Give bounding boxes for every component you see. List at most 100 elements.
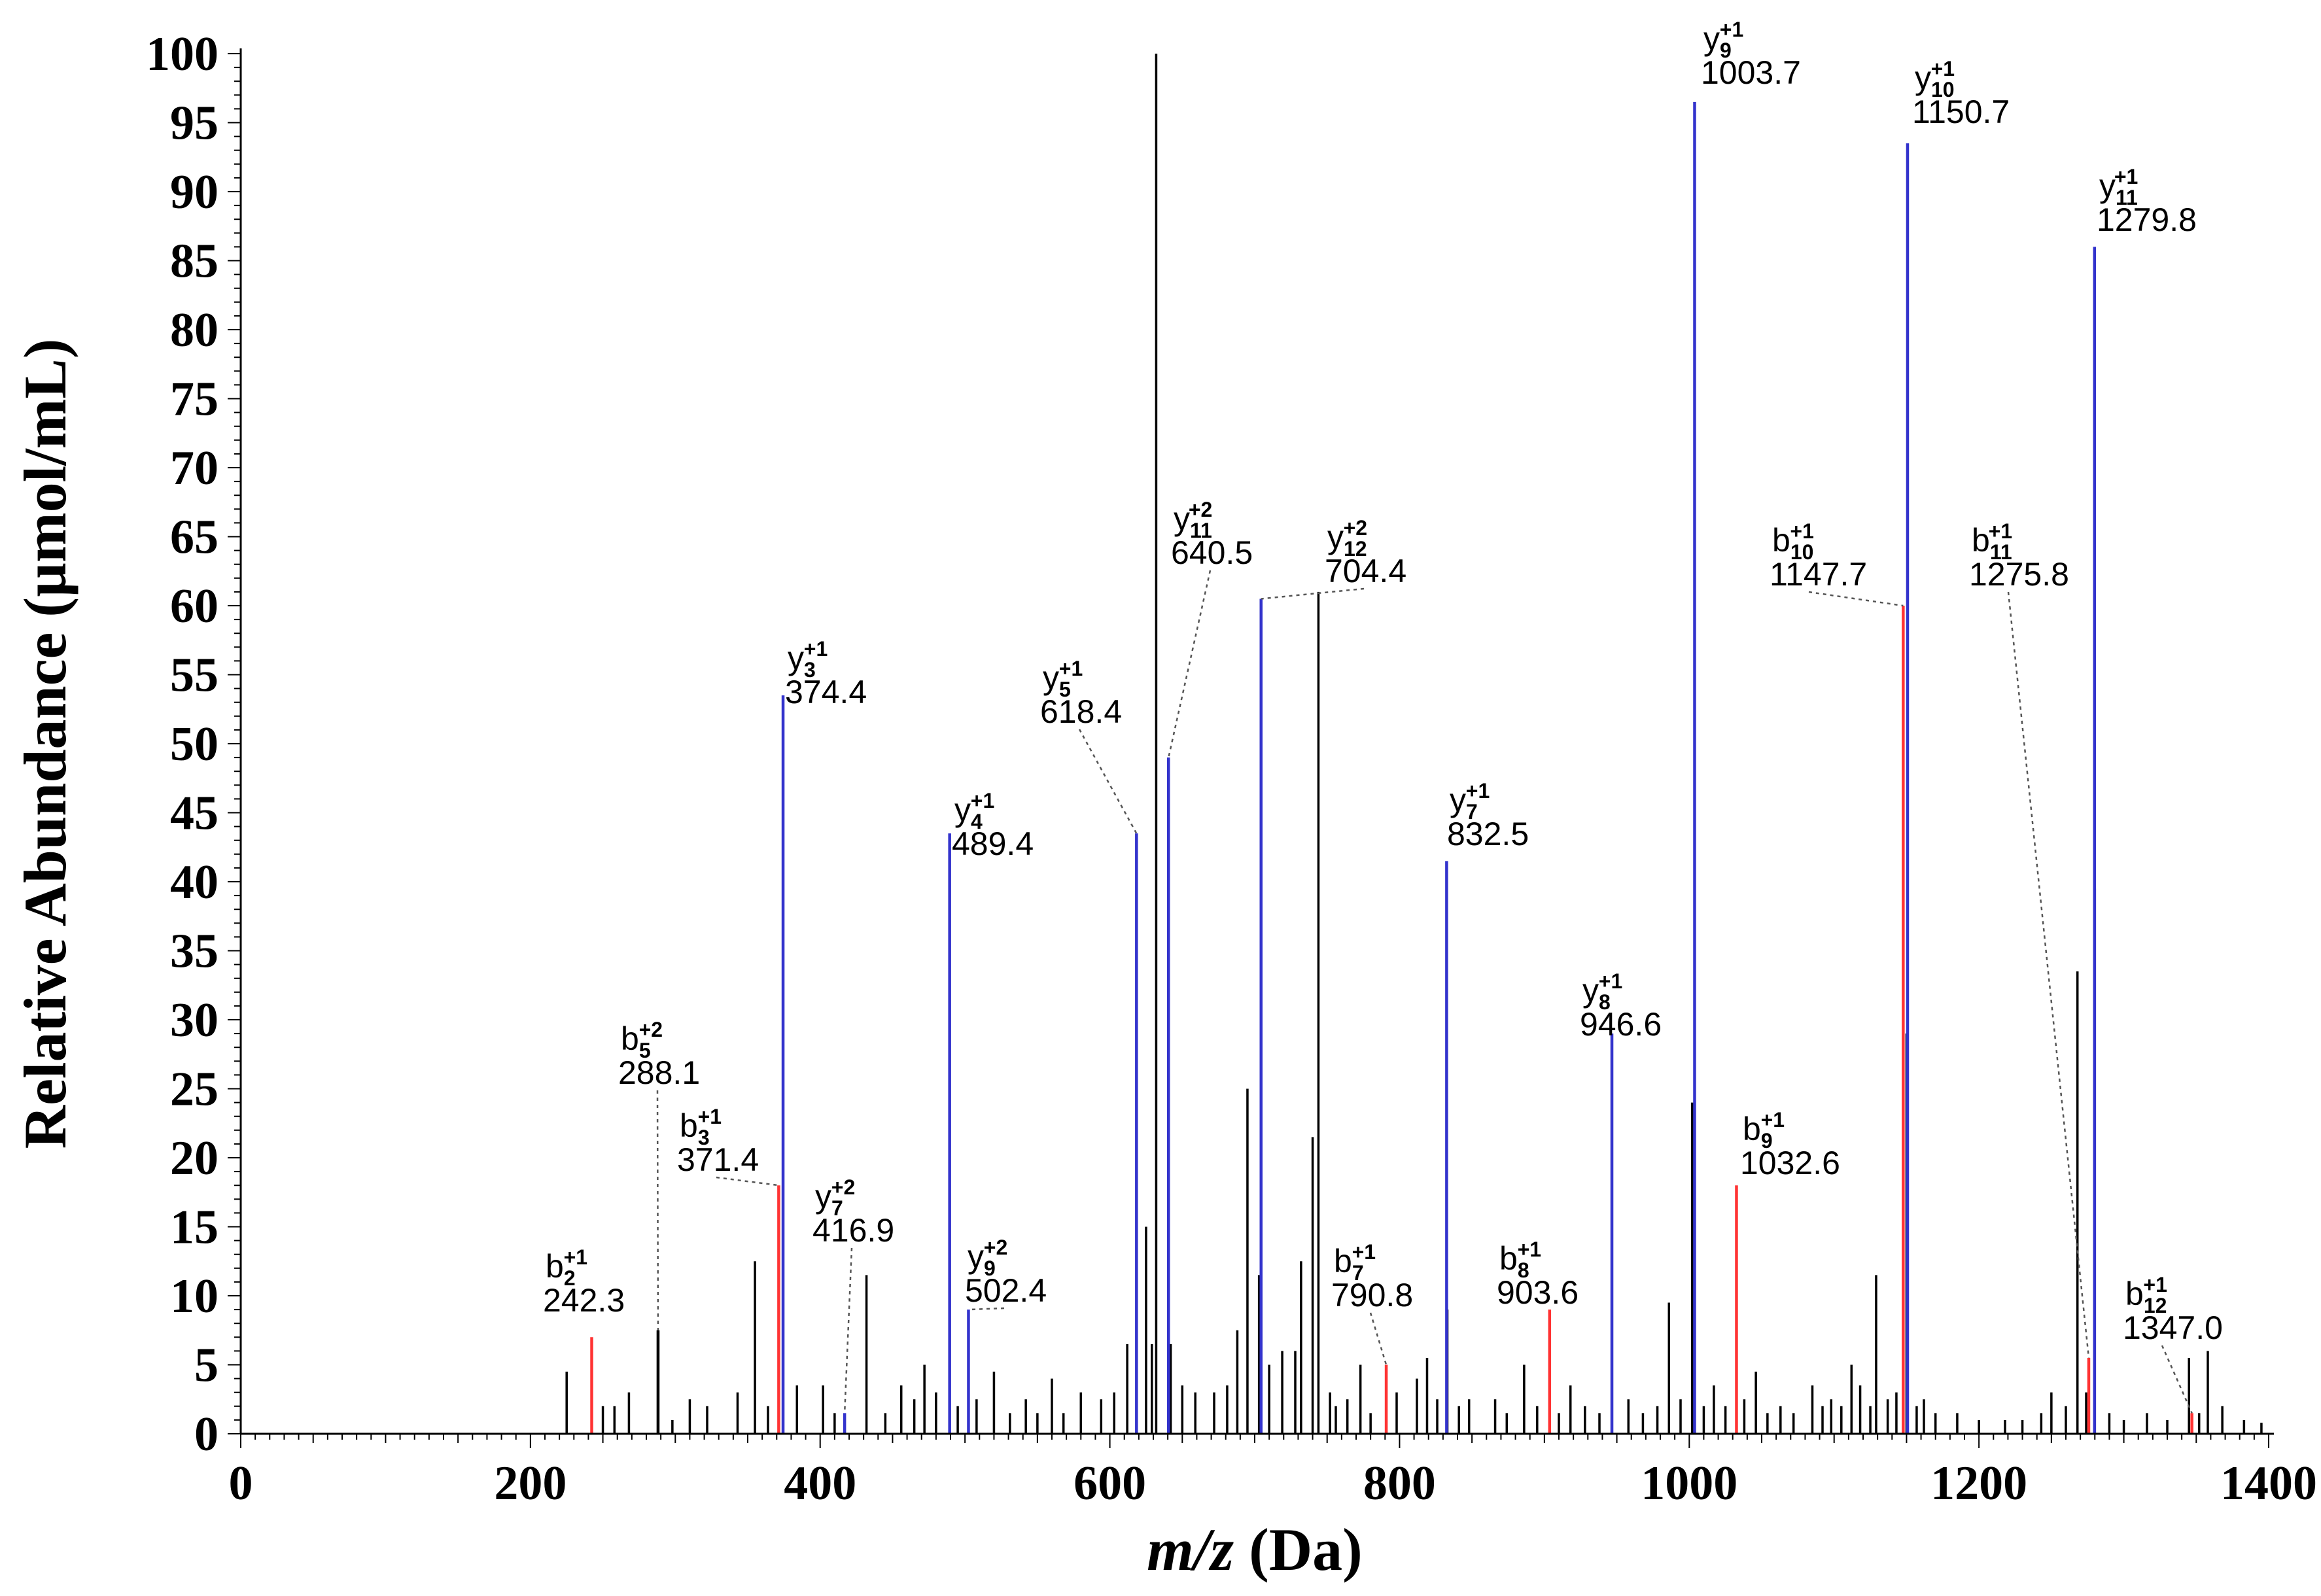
ion-mz-value: 371.4 [677, 1141, 759, 1178]
annotated-peaks [590, 101, 2193, 1434]
ion-name: b2+1 [546, 1245, 587, 1290]
ion-name: y9+1 [1703, 18, 1743, 62]
y-tick-label: 100 [146, 27, 218, 81]
x-axis-title-italic: m/z [1147, 1516, 1234, 1583]
ion-name: b9+1 [1743, 1108, 1785, 1153]
ion-name: b12+1 [2125, 1273, 2167, 1317]
y-tick-label: 40 [170, 856, 218, 909]
ion-mz-value: 790.8 [1331, 1277, 1413, 1313]
leader-line [968, 1307, 1005, 1311]
y-tick-label: 30 [170, 994, 218, 1047]
y-tick-label: 60 [170, 580, 218, 633]
y-tick-label: 45 [170, 787, 218, 841]
leader-line [2161, 1345, 2193, 1414]
x-tick-label: 200 [494, 1457, 567, 1510]
x-tick-label: 1200 [1930, 1457, 2027, 1510]
leader-line [656, 1090, 659, 1330]
y-tick-label: 55 [170, 649, 218, 703]
y-tick-label: 35 [170, 925, 218, 979]
x-tick-label: 400 [784, 1457, 856, 1510]
y-tick-label: 75 [170, 373, 218, 426]
ion-name: b8+1 [1499, 1238, 1541, 1282]
y-tick-label: 10 [170, 1270, 218, 1323]
ion-mz-value: 903.6 [1497, 1274, 1579, 1311]
ion-name: b3+1 [680, 1105, 722, 1149]
y-tick-label: 50 [170, 718, 218, 771]
leader-line [716, 1176, 779, 1187]
ion-name: y11+1 [2099, 165, 2138, 209]
leader-line [1369, 1312, 1387, 1365]
y-tick-label: 70 [170, 442, 218, 495]
label-leader-lines [656, 570, 2193, 1414]
ion-name: y7+1 [1450, 779, 1490, 824]
ion-name: y12+2 [1327, 516, 1367, 561]
x-axis-ticks: 0 200 400 600 800 1000 1200 1400 [229, 1434, 2317, 1510]
y-axis-title: Relative Abundance (µmol/mL) [12, 339, 79, 1149]
leader-line [1168, 570, 1212, 758]
ion-name: y11+2 [1174, 498, 1212, 542]
x-tick-label: 1400 [2220, 1457, 2317, 1510]
y-tick-label: 20 [170, 1132, 218, 1185]
ion-mz-value: 1347.0 [2123, 1310, 2223, 1346]
y-tick-label: 0 [194, 1408, 218, 1461]
y-tick-label: 15 [170, 1201, 218, 1255]
leader-line [1808, 591, 1904, 607]
ion-name: b5+2 [621, 1018, 663, 1062]
ion-mz-value: 704.4 [1325, 553, 1406, 589]
y-tick-label: 90 [170, 165, 218, 219]
y-tick-label: 65 [170, 511, 218, 564]
y-axis-ticks: 0 5 10 15 20 25 30 35 40 45 50 55 60 65 70 75 80 85 90 95 10… [146, 27, 241, 1461]
ion-mz-value: 416.9 [812, 1212, 894, 1249]
leader-line [2007, 591, 2090, 1359]
y-tick-label: 80 [170, 304, 218, 357]
ion-mz-value: 1032.6 [1740, 1145, 1840, 1181]
x-tick-label: 600 [1073, 1457, 1146, 1510]
y-tick-label: 5 [194, 1339, 218, 1393]
ion-mz-value: 242.3 [543, 1282, 625, 1319]
y-tick-label: 25 [170, 1063, 218, 1117]
ion-mz-value: 618.4 [1040, 693, 1122, 730]
ion-mz-value: 1150.7 [1912, 94, 2010, 130]
ion-name: b10+1 [1772, 519, 1814, 564]
leader-line [843, 1247, 853, 1414]
leader-line [1261, 587, 1365, 600]
ion-name: y8+1 [1582, 969, 1622, 1014]
ion-mz-value: 832.5 [1447, 816, 1529, 852]
ion-mz-value: 946.6 [1580, 1006, 1662, 1043]
ion-name: y5+1 [1043, 657, 1083, 701]
ion-name: y10+1 [1915, 57, 1955, 101]
ion-mz-value: 1279.8 [2097, 201, 2197, 238]
ion-mz-value: 374.4 [785, 674, 867, 710]
ion-name: b7+1 [1334, 1240, 1376, 1285]
ion-mz-value: 288.1 [618, 1054, 700, 1091]
ion-mz-value: 640.5 [1171, 534, 1253, 571]
x-tick-label: 1000 [1641, 1457, 1737, 1510]
ion-name: y3+1 [788, 637, 828, 682]
leader-line [1078, 729, 1138, 834]
ion-mz-value: 502.4 [965, 1272, 1047, 1309]
x-tick-label: 800 [1363, 1457, 1436, 1510]
x-axis-title-unit: (Da) [1234, 1516, 1363, 1583]
axes: 0 200 400 600 800 1000 1200 1400 0 5 10 15 20 25 30 35… [146, 27, 2317, 1510]
ion-name: y9+2 [968, 1236, 1007, 1280]
x-tick-label: 0 [229, 1457, 253, 1510]
